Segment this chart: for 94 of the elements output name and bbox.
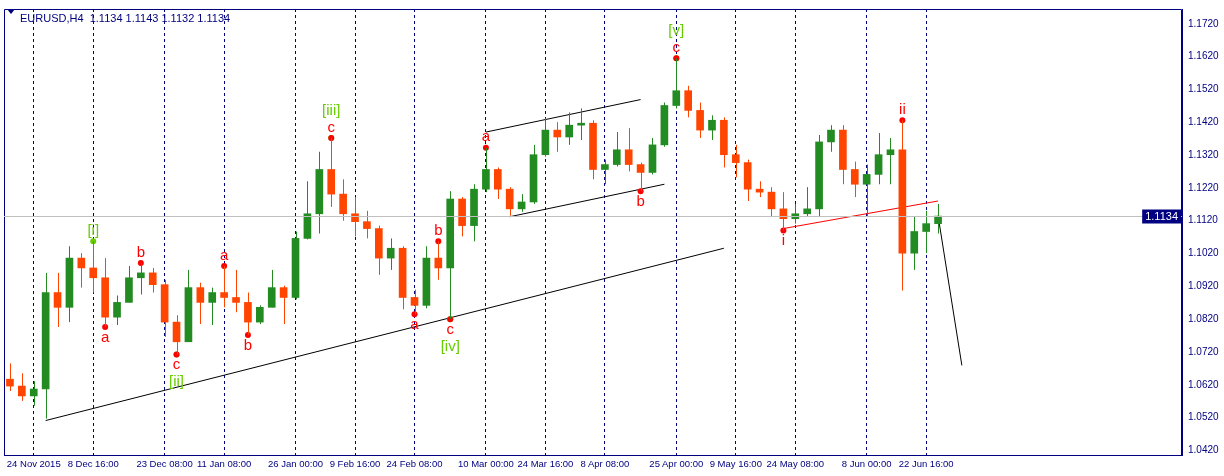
x-tick-label: 24 Nov 2015 [6, 458, 61, 470]
data-label: ii [899, 99, 906, 117]
x-tick-label: 22 Jun 16:00 [898, 458, 954, 470]
candlestick [565, 111, 574, 146]
ref-line-label: 1.1134 [1145, 209, 1178, 222]
candlestick [910, 216, 919, 271]
candlestick [113, 295, 121, 326]
y-tick-label: 1.0520 [1188, 411, 1220, 423]
y-tick-label: 1.1720 [1188, 17, 1220, 29]
candlestick [482, 147, 490, 193]
candlestick [386, 237, 395, 271]
candlestick [886, 137, 895, 185]
x-tick-label: 8 Apr 08:00 [580, 458, 630, 470]
data-label: b [243, 335, 253, 353]
candlestick [89, 240, 98, 294]
candlestick [434, 240, 443, 281]
candlestick [922, 210, 930, 254]
candlestick [29, 380, 38, 407]
data-label: [iii] [322, 100, 341, 118]
candlestick [803, 186, 812, 218]
data-label: a [481, 127, 491, 145]
candlestick [232, 269, 240, 313]
data-label: c [327, 117, 336, 135]
candlestick [244, 292, 252, 336]
candlestick [612, 131, 621, 168]
candlestick [18, 372, 26, 402]
data-label: c [446, 319, 455, 337]
y-tick-label: 1.0420 [1188, 444, 1220, 456]
data-label: c [172, 355, 181, 373]
candlestick [577, 107, 585, 141]
y-tick-label: 1.1020 [1188, 247, 1220, 259]
data-label: a [219, 245, 229, 263]
data-label: b [636, 191, 645, 209]
candlestick [696, 102, 704, 139]
candlestick [874, 132, 883, 185]
candlestick [850, 161, 859, 198]
x-tick-label: 24 Feb 08:00 [386, 458, 443, 470]
candlestick [148, 267, 157, 294]
candlestick [493, 167, 502, 200]
y-tick-label: 1.1120 [1188, 214, 1219, 226]
candlestick [279, 285, 288, 325]
candlestick [672, 57, 681, 109]
data-label: b [434, 220, 443, 238]
x-tick-label: 11 Jan 08:00 [197, 458, 252, 470]
data-label: [ii] [169, 372, 185, 390]
candlestick [827, 124, 835, 153]
y-tick-label: 1.1320 [1188, 148, 1220, 160]
candlestick [351, 196, 359, 237]
x-tick-label: 26 Jan 00:00 [268, 458, 323, 470]
candlestick [601, 159, 609, 185]
candlestick [731, 144, 740, 178]
candlestick [363, 210, 371, 239]
candlestick [6, 362, 14, 392]
data-label: b [136, 242, 146, 260]
y-tick-label: 1.1420 [1188, 115, 1220, 127]
x-tick-label: 24 May 08:00 [766, 458, 825, 470]
data-label: [v] [668, 20, 685, 38]
candlestick [624, 127, 633, 172]
y-tick-label: 1.0820 [1188, 312, 1220, 324]
candlestick [172, 314, 181, 356]
candlestick [339, 178, 347, 222]
data-label: [iv] [440, 336, 460, 354]
y-tick-label: 1.0620 [1188, 378, 1220, 390]
x-tick-label: 9 Feb 16:00 [329, 458, 381, 470]
x-tick-label: 8 Jun 00:00 [841, 458, 892, 470]
candlestick [636, 162, 645, 192]
y-tick-label: 1.1620 [1188, 50, 1220, 62]
candlestick [208, 287, 217, 326]
candlestick [220, 265, 228, 308]
y-tick-label: 1.1220 [1188, 181, 1220, 193]
candlestick [410, 289, 419, 315]
x-tick-label: 8 Dec 16:00 [67, 458, 119, 470]
candlestick [256, 304, 264, 325]
candlestick [708, 114, 716, 141]
candlestick [684, 85, 693, 118]
data-label: c [672, 37, 681, 55]
data-label: a [100, 327, 110, 345]
x-tick-label: 24 Mar 16:00 [517, 458, 574, 470]
x-tick-label: 23 Dec 08:00 [136, 458, 193, 470]
y-tick-label: 1.1520 [1188, 83, 1220, 95]
x-tick-label: 9 May 16:00 [709, 458, 762, 470]
y-tick-label: 1.0920 [1188, 280, 1220, 292]
x-tick-label: 10 Mar 00:00 [457, 458, 514, 470]
candlestick [196, 282, 205, 325]
data-label: i [781, 231, 786, 249]
candlestick [505, 186, 514, 217]
x-tick-label: 25 Apr 00:00 [649, 458, 704, 470]
candlestick [53, 272, 62, 328]
candlestick [862, 164, 871, 218]
candlestick [267, 269, 276, 308]
data-label: [i] [87, 220, 100, 238]
y-tick-label: 1.0720 [1188, 345, 1220, 357]
candlestick [553, 121, 562, 153]
candlestick [137, 262, 145, 296]
